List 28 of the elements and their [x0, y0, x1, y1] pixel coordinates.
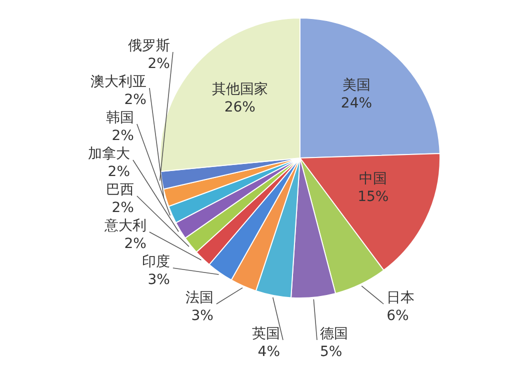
slice-label: 韩国 [106, 110, 134, 126]
slice-label: 英国 [252, 326, 280, 342]
slice-label: 其他国家 [212, 81, 268, 98]
data-label: 26% [224, 99, 256, 116]
data-label: 2% [148, 56, 170, 72]
slice-label: 澳大利亚 [90, 74, 146, 90]
slice-label: 加拿大 [88, 146, 130, 162]
slice-label: 美国 [342, 78, 370, 94]
data-label: 2% [112, 128, 134, 144]
data-label: 4% [258, 344, 280, 360]
data-label: 2% [112, 200, 134, 216]
data-label: 6% [386, 308, 409, 324]
slice-label: 德国 [320, 326, 348, 342]
slice-label: 法国 [185, 290, 214, 306]
data-label: 3% [191, 308, 214, 324]
slice-label: 意大利 [103, 218, 146, 234]
slice-label: 中国 [359, 171, 388, 188]
data-label: 2% [124, 236, 146, 252]
data-label: 5% [320, 344, 342, 360]
slice-label: 日本 [386, 290, 415, 306]
data-label: 24% [340, 96, 372, 112]
data-label: 2% [108, 164, 130, 180]
slice-label: 印度 [142, 254, 170, 270]
data-label: 3% [148, 272, 170, 288]
slice-label: 巴西 [106, 182, 134, 198]
data-label: 15% [358, 189, 389, 206]
slice-label: 俄罗斯 [128, 38, 170, 54]
data-label: 2% [124, 92, 146, 108]
